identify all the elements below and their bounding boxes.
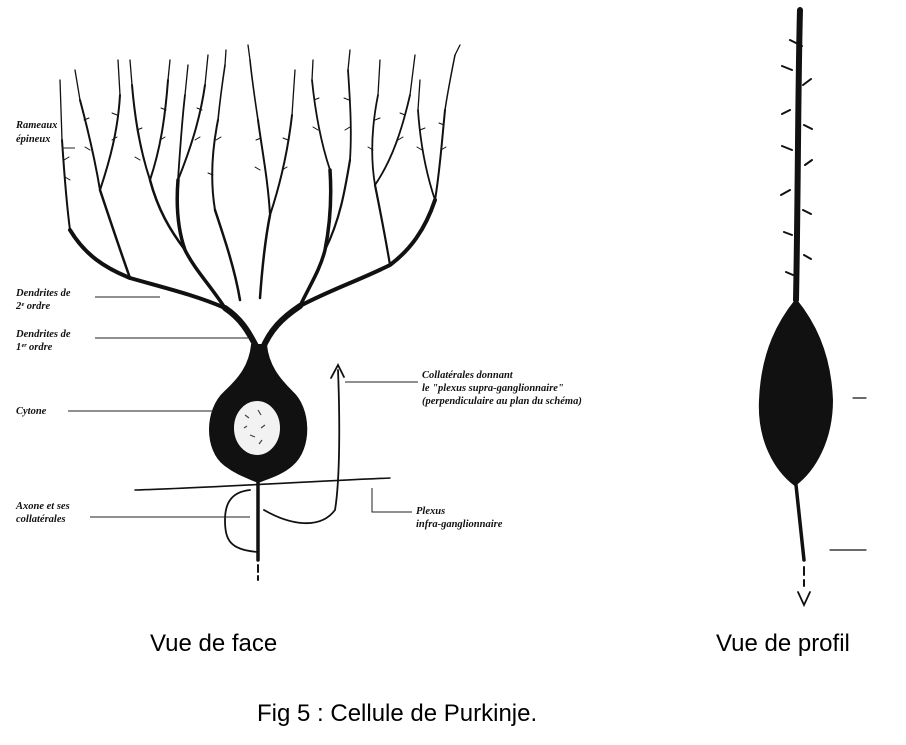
label-collat-2: le "plexus supra-ganglionnaire": [422, 383, 564, 394]
caption-front-view: Vue de face: [150, 630, 278, 657]
label-rameaux-1: Rameaux: [15, 120, 57, 131]
figure-caption: Fig 5 : Cellule de Purkinje.: [257, 700, 538, 727]
label-dendrites1-2: 1ᵉʳ ordre: [16, 342, 53, 353]
profile-cell-body: [758, 298, 834, 487]
axon: [134, 363, 391, 581]
label-plexus-1: Plexus: [416, 506, 445, 517]
label-rameaux-2: épineux: [16, 134, 50, 145]
label-dendrites2-2: 2ᵉ ordre: [15, 301, 50, 312]
label-axone-2: collatérales: [16, 514, 66, 525]
label-axone-1: Axone et ses: [15, 501, 70, 512]
caption-profile-view: Vue de profil: [716, 630, 850, 657]
profile-view-cell: [758, 7, 867, 608]
nucleus: [232, 399, 282, 457]
front-view-cell: [59, 44, 461, 353]
label-dendrites2-1: Dendrites de: [15, 288, 71, 299]
leader-lines: [62, 147, 418, 518]
label-cytone: Cytone: [16, 406, 47, 417]
label-dendrites1-1: Dendrites de: [15, 329, 71, 340]
label-collat-1: Collatérales donnant: [422, 370, 514, 381]
label-collat-3: (perpendiculaire au plan du schéma): [422, 396, 582, 407]
label-plexus-2: infra-ganglionnaire: [416, 519, 503, 530]
